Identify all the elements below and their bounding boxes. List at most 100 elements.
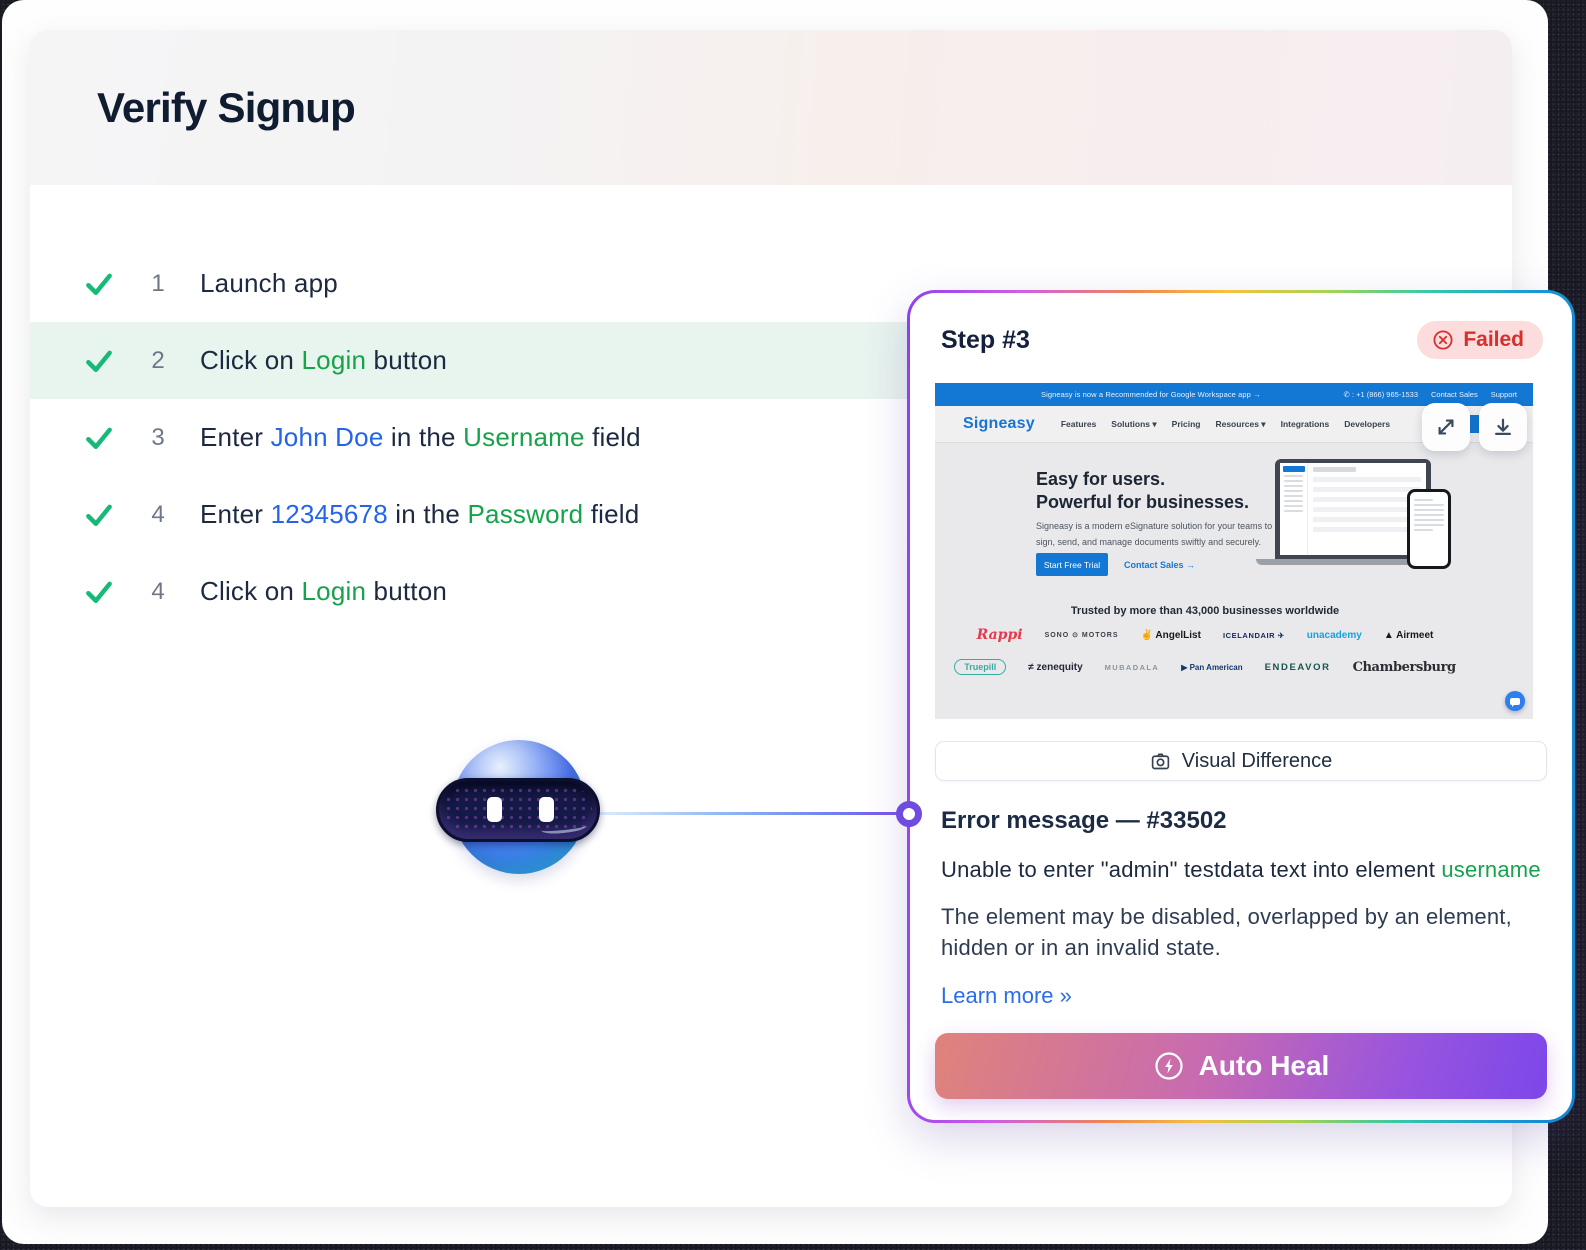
step-row-5[interactable]: 4 Click on Login button [30,553,1512,630]
text-part: button [366,345,448,375]
brand-logo-sono: SONO ⊙ MOTORS [1044,632,1119,639]
brand-logos-row-2: Truepill ≠ zenequity MUBADALA ▶ Pan America… [954,659,1456,675]
step-number: 1 [151,269,165,297]
banner-message: Signeasy is now a Recommended for Google… [1041,390,1261,399]
laptop-app-content [1308,463,1426,555]
site-announcement-banner: Signeasy is now a Recommended for Google… [935,383,1533,406]
visual-difference-button[interactable]: Visual Difference [935,741,1547,781]
site-nav-link: Solutions ▾ [1111,418,1157,429]
visual-difference-label: Visual Difference [1181,749,1333,772]
step-text: Enter 12345678 in the Password field [200,499,639,530]
error-message-title: Error message — #33502 [941,807,1227,834]
step-text: Launch app [200,268,338,299]
step-number: 4 [151,577,165,605]
brand-logos-row-1: Rappi SONO ⊙ MOTORS ✌ AngelList ICELANDAIR … [965,627,1445,643]
connector-line [598,812,912,815]
lightning-bolt-icon [1155,1052,1183,1081]
expand-button[interactable] [1422,403,1470,451]
banner-link: Contact Sales [1431,390,1478,399]
panel-header: Step #3 Failed [941,321,1543,359]
page-title: Verify Signup [97,84,356,131]
step-success-check-icon [86,273,112,295]
text-part: Click on [200,576,302,606]
text-part: field [583,499,640,529]
failed-circle-x-icon [1433,330,1453,350]
text-part: in the [387,499,468,529]
camera-icon [1151,752,1169,769]
laptop-mockup [1275,459,1431,559]
trusted-by-heading: Trusted by more than 43,000 businesses w… [1070,605,1340,617]
step-number: 4 [151,500,165,528]
step-detail-panel: Step #3 Failed Signeasy is now a Recomme… [907,290,1575,1123]
brand-logo-icelandair: ICELANDAIR ✈ [1222,630,1285,640]
brand-logo-unacademy: unacademy [1306,629,1362,641]
step-text: Click on Login button [200,576,447,607]
learn-more-link[interactable]: Learn more » [941,983,1072,1009]
step-text: Click on Login button [200,345,447,376]
laptop-screen [1280,463,1426,555]
text-part: Enter [200,422,271,452]
download-icon [1495,418,1511,435]
chat-widget-icon [1505,691,1525,711]
brand-logo-panam: ▶ Pan American [1181,662,1243,672]
site-nav-link: Integrations [1280,418,1330,429]
step-success-check-icon [86,427,112,449]
site-hero-subtext: Signeasy is a modern eSignature solution… [1036,519,1272,551]
brand-logo-truepill: Truepill [954,659,1007,675]
text-part: Unable to enter "admin" testdata text in… [941,857,1442,882]
download-button[interactable] [1479,403,1527,451]
banner-contact-links: ✆ : +1 (866) 965-1533 Contact Sales Suppor… [1344,390,1517,399]
step-number-label: Step #3 [941,325,1030,354]
site-nav-link: Features [1060,418,1097,429]
error-message-summary: Unable to enter "admin" testdata text in… [941,857,1541,883]
phone-screen [1410,492,1448,566]
brand-logo-endeavor: ENDEAVOR [1264,661,1331,673]
site-start-free-trial-button: Start Free Trial [1036,553,1108,576]
robot-visor [436,778,600,842]
site-nav-links: Features Solutions ▾ Pricing Resources ▾ Int… [1061,419,1390,430]
text-part: John Doe [270,422,384,452]
site-nav-link: Resources ▾ [1215,418,1266,429]
step-row-4[interactable]: 4 Enter 12345678 in the Password field [30,476,1512,553]
step-success-check-icon [86,350,112,372]
brand-logo-zenequity: ≠ zenequity [1028,661,1083,673]
site-logo: Signeasy [963,415,1035,432]
brand-logo-angellist: ✌ AngelList [1140,629,1201,641]
site-contact-sales-link: Contact Sales → [1124,560,1196,570]
step-success-check-icon [86,581,112,603]
auto-heal-button[interactable]: Auto Heal [935,1033,1547,1100]
step-row-1[interactable]: 1 Launch app [30,245,1512,322]
screenshot-actions [1422,403,1527,451]
site-nav-link: Pricing [1171,418,1201,429]
text-part: Click on [200,345,302,375]
text-part: Username [463,422,585,452]
auto-heal-label: Auto Heal [1198,1050,1330,1082]
site-hero-subtext-line1: Signeasy is a modern eSignature solution… [1036,521,1273,531]
text-part: in the [383,422,464,452]
expand-icon [1438,419,1454,435]
site-hero-heading-1: Easy for users. [1036,469,1166,489]
step-number: 2 [151,346,165,374]
brand-logo-chambersburg: Chambersburg [1352,659,1457,675]
step-detail-panel-body: Step #3 Failed Signeasy is now a Recomme… [910,293,1572,1120]
status-badge-failed: Failed [1417,321,1543,359]
status-badge-label: Failed [1463,328,1524,351]
text-part: Launch app [200,268,338,298]
error-message-detail: The element may be disabled, overlapped … [941,904,1512,961]
robot-mascot [436,738,600,878]
text-part: field [584,422,641,452]
banner-phone: ✆ : +1 (866) 965-1533 [1343,390,1419,399]
site-nav-link: Developers [1344,418,1391,429]
robot-eye-right [539,797,554,822]
step-row-3[interactable]: 3 Enter John Doe in the Username field [30,399,1512,476]
brand-logo-rappi: Rappi [976,627,1023,643]
step-text: Enter John Doe in the Username field [200,422,641,453]
text-part: username [1441,857,1541,882]
text-part: Login [301,576,367,606]
laptop-base [1256,559,1450,565]
text-part: Login [301,345,367,375]
connector-ring [896,801,922,827]
step-number: 3 [151,423,165,451]
step-success-check-icon [86,504,112,526]
brand-logo-airmeet: ▲ Airmeet [1383,629,1434,641]
